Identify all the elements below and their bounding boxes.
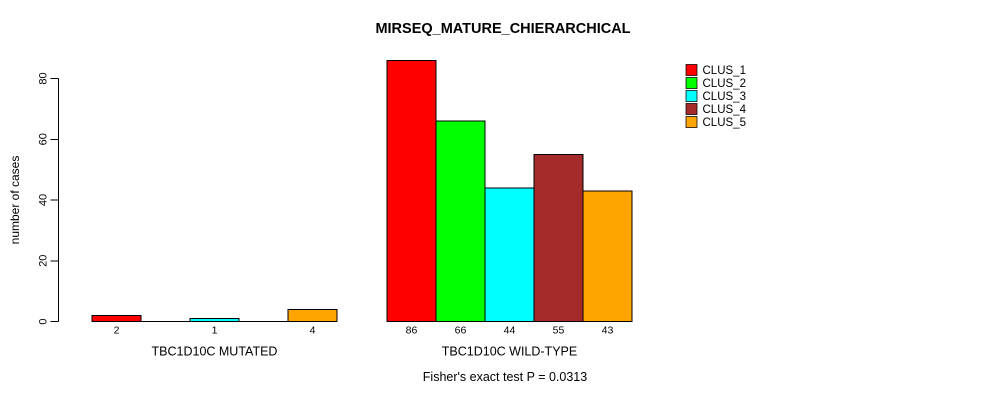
legend-label-clus5: CLUS_5: [703, 117, 746, 129]
legend-swatch-clus1: [685, 64, 698, 76]
bar-value-label: 2: [114, 325, 120, 337]
legend-swatch-clus4: [685, 103, 698, 115]
bar-value-label: 4: [310, 325, 316, 337]
bar-value-label: 44: [504, 325, 516, 337]
legend-label-clus4: CLUS_4: [703, 104, 747, 116]
bar-value-label: 43: [602, 325, 614, 337]
legend-swatch-clus5: [685, 116, 698, 128]
legend: CLUS_1 CLUS_2 CLUS_3 CLUS_4 CLUS_5: [685, 64, 747, 129]
legend-label-clus3: CLUS_3: [703, 91, 746, 103]
group-label-mutated: TBC1D10C MUTATED: [152, 345, 278, 359]
legend-swatch-clus3: [685, 90, 698, 102]
bar-clus_3: [189, 317, 240, 322]
y-tick-label: 80: [37, 72, 49, 84]
bar-value-label: 86: [406, 325, 418, 337]
bar-value-label: 66: [455, 325, 467, 337]
bar-clus_5: [582, 190, 633, 322]
bar-clus_2: [435, 120, 486, 323]
y-tick-label: 0: [37, 318, 49, 324]
legend-label-clus2: CLUS_2: [703, 78, 746, 90]
bars: 2 86 66 1 44 55 4 43: [91, 59, 633, 337]
y-tick-label: 40: [37, 194, 49, 206]
legend-swatch-clus2: [685, 77, 698, 89]
y-tick-label: 60: [37, 133, 49, 145]
bar-clus_4: [533, 153, 584, 322]
y-axis: 0 20 40 60 80: [37, 72, 59, 325]
y-tick-label: 20: [37, 255, 49, 267]
bar-value-label: 1: [212, 325, 218, 337]
bar-clus_5: [287, 308, 338, 323]
bar-clus_3: [484, 187, 535, 322]
bar-value-label: 55: [553, 325, 565, 337]
bar-clus_1: [386, 59, 437, 323]
bar-clus_1: [91, 314, 142, 322]
legend-label-clus1: CLUS_1: [703, 65, 746, 77]
y-axis-label: number of cases: [8, 156, 22, 245]
fisher-test-annotation: Fisher's exact test P = 0.0313: [423, 370, 587, 384]
chart-title: MIRSEQ_MATURE_CHIERARCHICAL: [375, 21, 630, 37]
group-label-wildtype: TBC1D10C WILD-TYPE: [442, 345, 577, 359]
